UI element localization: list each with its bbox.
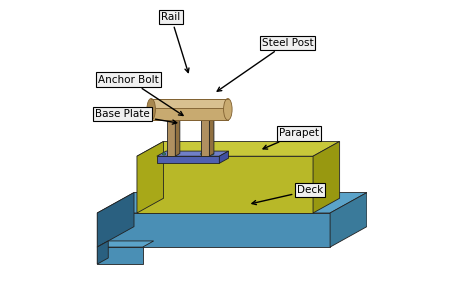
Polygon shape bbox=[313, 141, 340, 213]
Polygon shape bbox=[330, 193, 367, 247]
Text: Steel Post: Steel Post bbox=[217, 37, 313, 91]
Text: Base Plate: Base Plate bbox=[95, 108, 177, 124]
Ellipse shape bbox=[172, 153, 176, 155]
Polygon shape bbox=[201, 116, 214, 119]
Ellipse shape bbox=[147, 99, 155, 120]
Polygon shape bbox=[201, 119, 209, 156]
Polygon shape bbox=[97, 193, 367, 213]
Polygon shape bbox=[157, 156, 219, 163]
Polygon shape bbox=[219, 151, 229, 163]
Text: Rail: Rail bbox=[162, 12, 189, 72]
Polygon shape bbox=[137, 156, 313, 213]
Polygon shape bbox=[97, 241, 154, 247]
Polygon shape bbox=[167, 119, 176, 156]
Polygon shape bbox=[151, 99, 228, 108]
Polygon shape bbox=[97, 241, 108, 264]
Text: Anchor Bolt: Anchor Bolt bbox=[98, 74, 183, 116]
Polygon shape bbox=[209, 116, 214, 156]
Polygon shape bbox=[97, 247, 143, 264]
Text: Deck: Deck bbox=[252, 185, 323, 205]
Ellipse shape bbox=[224, 99, 232, 120]
Polygon shape bbox=[167, 116, 180, 119]
Polygon shape bbox=[151, 108, 228, 120]
Polygon shape bbox=[157, 151, 229, 156]
Polygon shape bbox=[97, 213, 330, 247]
Text: Parapet: Parapet bbox=[263, 128, 319, 149]
Ellipse shape bbox=[162, 153, 166, 155]
Ellipse shape bbox=[211, 153, 214, 155]
Polygon shape bbox=[137, 141, 340, 156]
Polygon shape bbox=[176, 116, 180, 156]
Polygon shape bbox=[137, 141, 163, 213]
Polygon shape bbox=[97, 193, 134, 247]
Ellipse shape bbox=[201, 153, 204, 155]
